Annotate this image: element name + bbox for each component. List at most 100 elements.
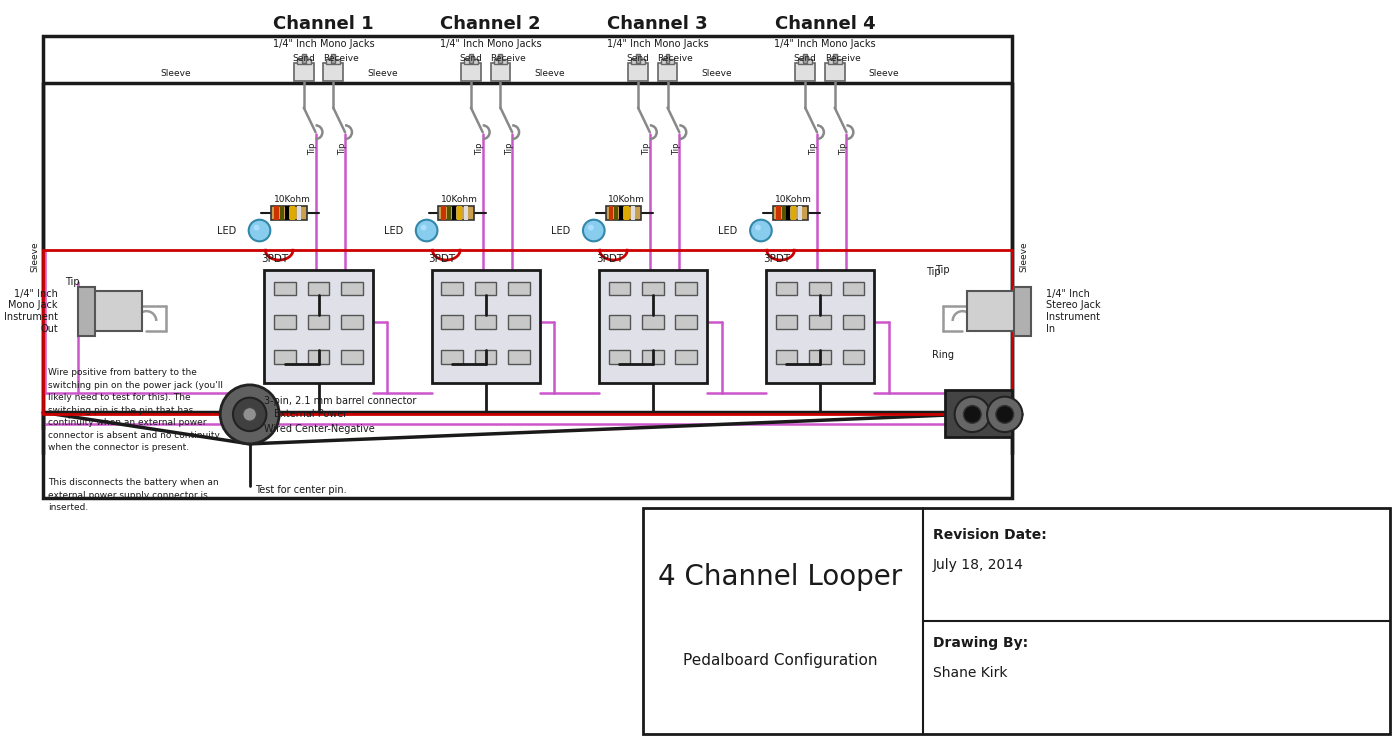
Bar xyxy=(619,206,623,220)
Text: Pedalboard Configuration: Pedalboard Configuration xyxy=(683,652,878,667)
Bar xyxy=(441,350,463,364)
Bar xyxy=(498,54,503,63)
Bar xyxy=(843,282,864,295)
Bar xyxy=(675,315,697,329)
Bar xyxy=(825,63,844,81)
Circle shape xyxy=(963,405,981,424)
Bar xyxy=(773,206,808,220)
Bar xyxy=(302,54,305,63)
Text: 3PDT: 3PDT xyxy=(763,254,790,264)
Text: This disconnects the battery when an
external power supply connector is
inserted: This disconnects the battery when an ext… xyxy=(48,478,218,513)
Text: 1/4" Inch Mono Jacks: 1/4" Inch Mono Jacks xyxy=(440,39,542,49)
Bar xyxy=(945,390,1012,437)
Text: Sleeve: Sleeve xyxy=(701,69,732,78)
Text: Sleeve: Sleeve xyxy=(367,69,398,78)
Bar xyxy=(475,282,497,295)
Circle shape xyxy=(755,225,762,230)
Bar xyxy=(274,315,295,329)
Bar xyxy=(791,206,797,220)
Bar xyxy=(606,206,641,220)
Bar xyxy=(636,54,640,63)
Text: Tip: Tip xyxy=(839,143,848,156)
Bar xyxy=(274,282,295,295)
Text: 10Kohm: 10Kohm xyxy=(441,195,477,204)
Bar xyxy=(463,60,477,64)
Circle shape xyxy=(955,396,990,432)
Text: Tip: Tip xyxy=(66,276,80,287)
Bar xyxy=(615,206,619,220)
Bar xyxy=(787,206,791,220)
Bar xyxy=(665,54,669,63)
Bar xyxy=(675,282,697,295)
Text: Receive: Receive xyxy=(658,54,693,63)
Bar xyxy=(776,315,798,329)
Bar xyxy=(274,350,295,364)
Text: 10Kohm: 10Kohm xyxy=(776,195,812,204)
Text: 10Kohm: 10Kohm xyxy=(608,195,644,204)
Bar xyxy=(297,60,311,64)
Text: LED: LED xyxy=(718,226,738,236)
Text: Sleeve: Sleeve xyxy=(1019,242,1028,273)
Text: Tip: Tip xyxy=(475,143,484,156)
Bar xyxy=(342,350,363,364)
Bar xyxy=(809,282,830,295)
Circle shape xyxy=(249,220,270,242)
Bar xyxy=(809,350,830,364)
Bar xyxy=(643,508,1390,734)
Bar xyxy=(609,206,613,220)
Text: 3PDT: 3PDT xyxy=(596,254,623,264)
Bar xyxy=(490,63,510,81)
Bar xyxy=(643,350,664,364)
Text: 1/4" Inch Mono Jacks: 1/4" Inch Mono Jacks xyxy=(774,39,875,49)
Text: Wired Center-Negative: Wired Center-Negative xyxy=(265,424,375,434)
Text: 10Kohm: 10Kohm xyxy=(273,195,311,204)
Text: Channel 1: Channel 1 xyxy=(273,15,374,33)
Text: 1/4" Inch
Stereo Jack
Instrument
In: 1/4" Inch Stereo Jack Instrument In xyxy=(1046,288,1100,334)
Circle shape xyxy=(232,398,266,431)
Bar xyxy=(272,206,307,220)
Bar xyxy=(475,315,497,329)
Text: Ring: Ring xyxy=(932,350,953,360)
Text: Tip: Tip xyxy=(643,143,651,156)
Bar xyxy=(629,63,648,81)
Bar xyxy=(776,282,798,295)
Bar xyxy=(795,63,815,81)
Bar xyxy=(441,282,463,295)
Bar xyxy=(508,315,529,329)
Bar xyxy=(508,282,529,295)
Bar xyxy=(323,63,343,81)
Text: Tip: Tip xyxy=(935,265,951,275)
Text: 3PDT: 3PDT xyxy=(428,254,456,264)
Bar xyxy=(452,206,456,220)
Bar xyxy=(643,282,664,295)
Text: Channel 2: Channel 2 xyxy=(440,15,540,33)
Circle shape xyxy=(995,405,1014,424)
Circle shape xyxy=(253,225,259,230)
Bar xyxy=(599,270,707,383)
Text: Send: Send xyxy=(293,54,315,63)
Text: Send: Send xyxy=(794,54,816,63)
Text: Tip: Tip xyxy=(672,143,680,156)
Bar xyxy=(967,291,1022,331)
Text: July 18, 2014: July 18, 2014 xyxy=(932,558,1023,572)
Bar xyxy=(438,206,473,220)
Bar xyxy=(609,315,630,329)
Bar xyxy=(1014,287,1032,336)
Text: 3PDT: 3PDT xyxy=(262,254,288,264)
Bar xyxy=(658,63,678,81)
Bar xyxy=(308,350,329,364)
Circle shape xyxy=(582,220,605,242)
Bar xyxy=(332,54,335,63)
Bar xyxy=(294,63,314,81)
Text: 3-pin, 2.1 mm barrel connector: 3-pin, 2.1 mm barrel connector xyxy=(265,396,417,405)
Text: Sleeve: Sleeve xyxy=(868,69,899,78)
Bar xyxy=(431,270,540,383)
Bar xyxy=(87,291,141,331)
Bar xyxy=(766,270,874,383)
Bar xyxy=(798,206,802,220)
Text: Tip: Tip xyxy=(308,143,318,156)
Text: Tip: Tip xyxy=(337,143,347,156)
Text: Receive: Receive xyxy=(825,54,861,63)
Bar xyxy=(798,60,812,64)
Text: Send: Send xyxy=(627,54,650,63)
